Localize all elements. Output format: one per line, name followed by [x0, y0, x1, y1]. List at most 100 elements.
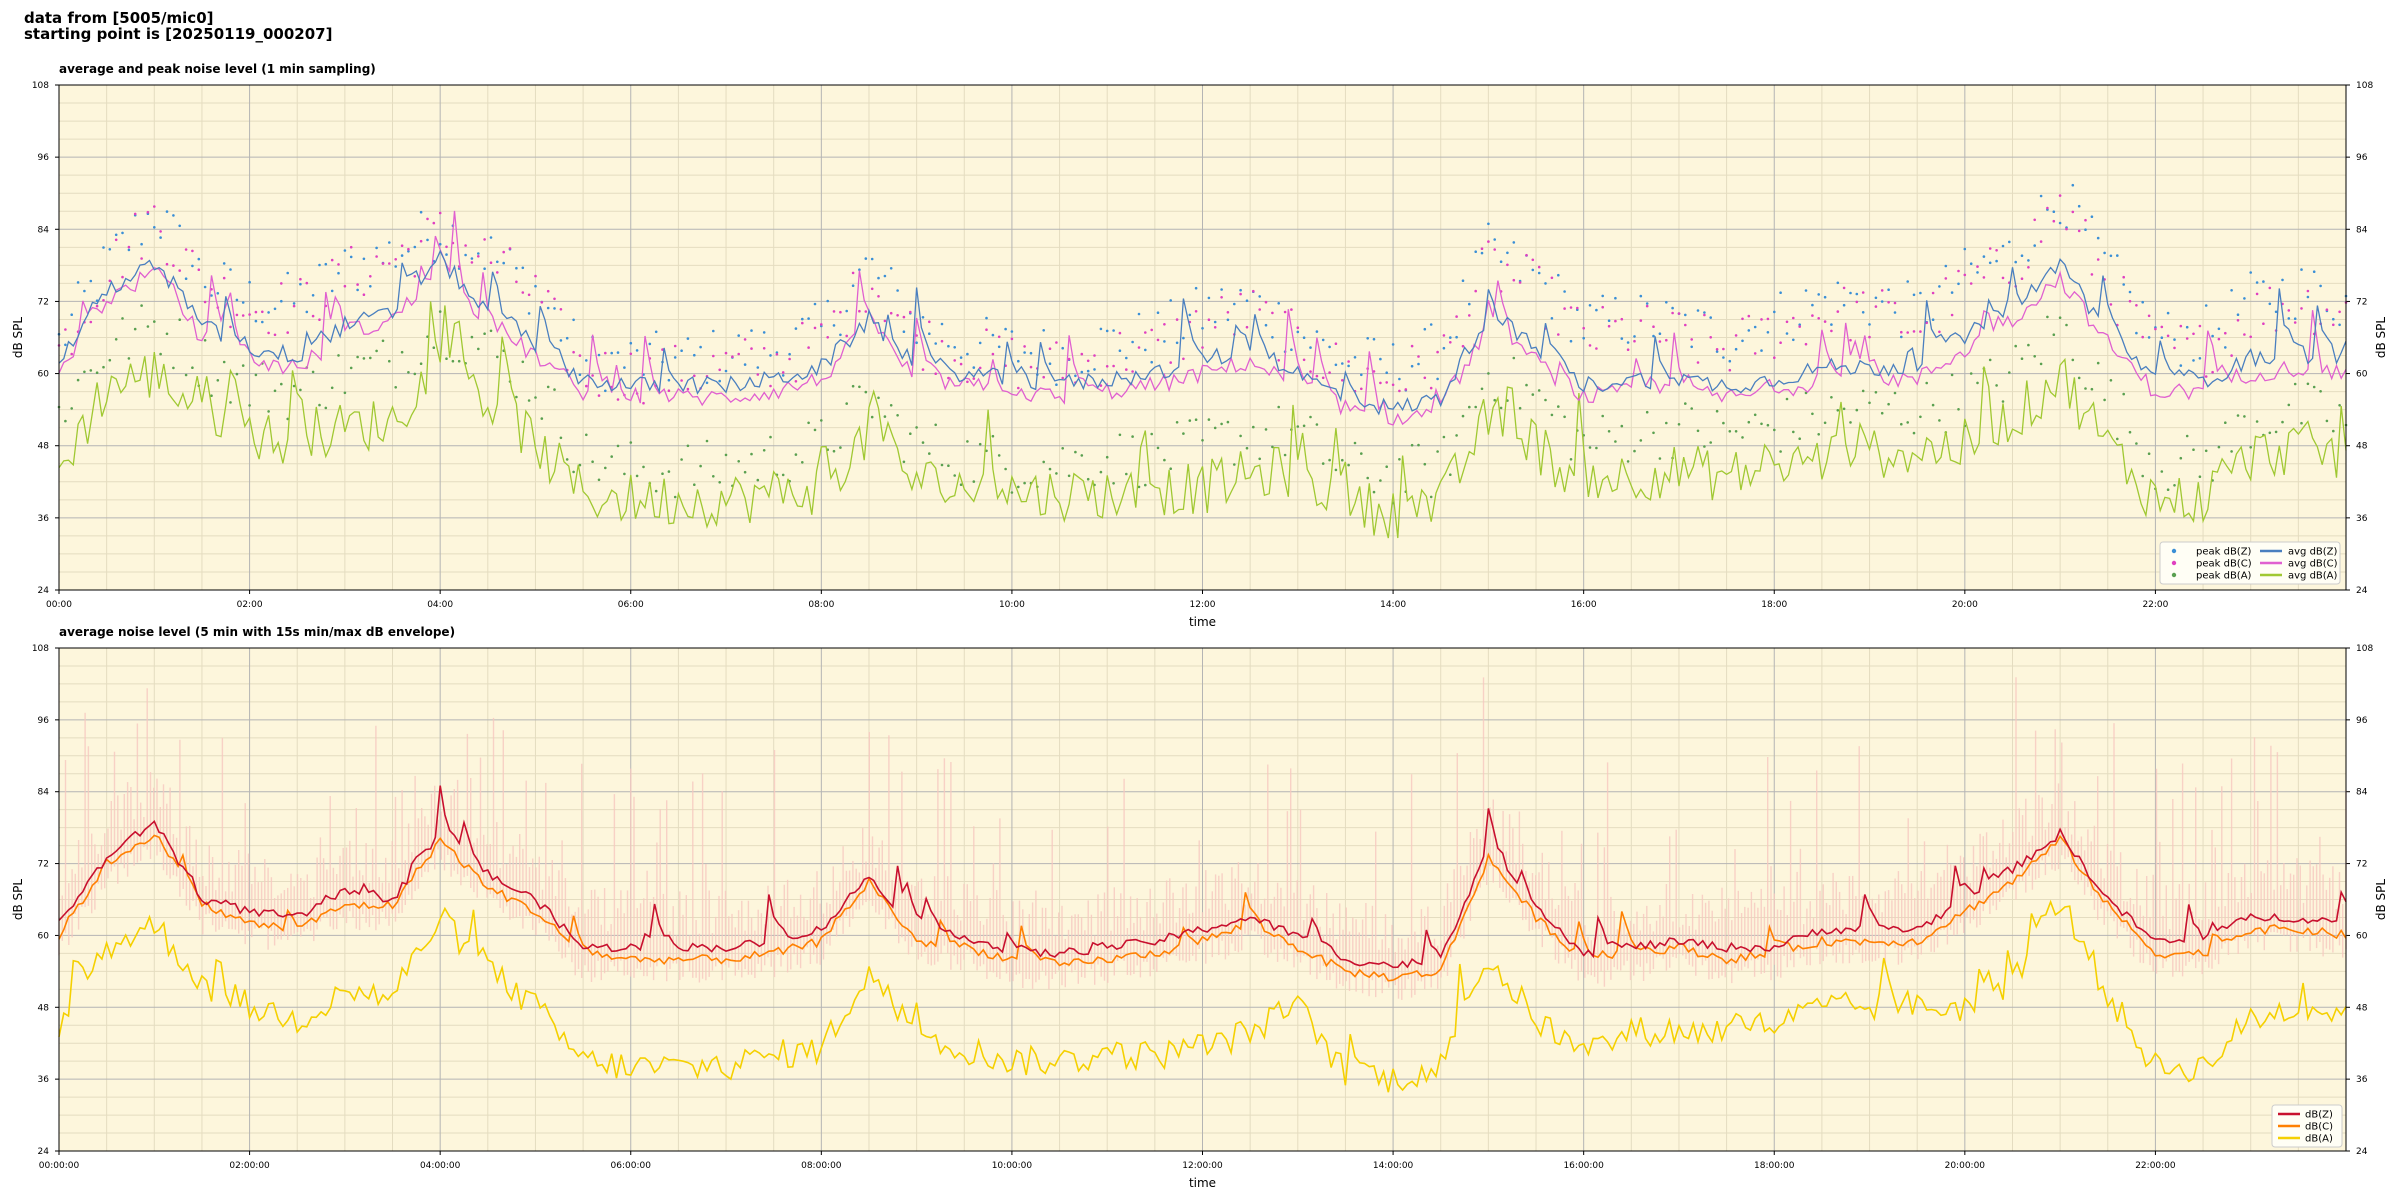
y-tick-label-right: 60	[2356, 370, 2368, 380]
peak-point	[2135, 442, 2138, 445]
peak-point	[1480, 387, 1484, 391]
peak-point	[70, 407, 73, 410]
peak-point	[362, 293, 366, 297]
peak-point	[1150, 432, 1153, 436]
peak-point	[877, 276, 880, 280]
peak-point	[1328, 458, 1331, 462]
peak-point	[299, 277, 302, 281]
peak-point	[2077, 229, 2081, 233]
peak-point	[324, 406, 328, 410]
peak-point	[2173, 338, 2176, 341]
peak-point	[286, 417, 290, 421]
peak-point	[388, 359, 391, 363]
x-tick-label: 02:00	[237, 600, 263, 610]
peak-point	[2109, 379, 2113, 382]
peak-point	[1239, 292, 1242, 296]
peak-point	[1442, 435, 1446, 439]
peak-point	[2135, 304, 2138, 307]
y-tick-label-right: 48	[2356, 442, 2368, 452]
peak-point	[375, 349, 378, 353]
peak-point	[1811, 314, 1814, 317]
peak-point	[2033, 355, 2036, 358]
peak-point	[839, 333, 842, 337]
peak-point	[1734, 334, 1738, 337]
y-tick-label-right: 108	[2356, 644, 2373, 654]
legend-label: peak dB(A)	[2196, 571, 2252, 582]
data-source-label: data from [5005/mic0]	[24, 9, 214, 27]
peak-point	[1131, 340, 1134, 344]
peak-point	[1906, 280, 1909, 283]
peak-point	[832, 310, 836, 313]
y-axis-label-right: dB SPL	[2374, 879, 2388, 921]
peak-point	[845, 334, 848, 338]
peak-point	[1836, 310, 1840, 313]
peak-point	[1131, 370, 1134, 373]
peak-point	[985, 316, 988, 320]
peak-point	[909, 432, 912, 436]
x-tick-label: 18:00	[1761, 600, 1787, 610]
peak-point	[229, 268, 232, 271]
peak-point	[1105, 329, 1109, 333]
peak-point	[2185, 434, 2189, 438]
peak-point	[515, 266, 518, 270]
peak-point	[2204, 449, 2208, 453]
peak-point	[1302, 424, 1306, 428]
peak-point	[489, 329, 493, 333]
peak-point	[2236, 313, 2240, 317]
peak-point	[813, 428, 817, 432]
peak-point	[1156, 446, 1160, 450]
peak-point	[1226, 311, 1230, 314]
peak-point	[1017, 359, 1020, 363]
peak-point	[1715, 409, 1719, 413]
peak-point	[1391, 343, 1395, 346]
peak-point	[1271, 445, 1274, 449]
peak-point	[438, 211, 442, 215]
peak-point	[286, 331, 290, 334]
peak-point	[1315, 330, 1319, 333]
x-tick-label: 10:00	[999, 600, 1025, 610]
peak-point	[2027, 343, 2030, 347]
peak-point	[546, 289, 550, 293]
peak-point	[1582, 326, 1585, 330]
peak-point	[966, 380, 969, 384]
peak-point	[1455, 434, 1458, 437]
peak-point	[1982, 276, 1986, 279]
peak-point	[127, 248, 131, 252]
peak-point	[1722, 356, 1725, 359]
peak-point	[1474, 250, 1477, 253]
peak-point	[889, 311, 893, 315]
y-axis-label-right: dB SPL	[2374, 317, 2388, 359]
peak-point	[1792, 338, 1795, 342]
peak-point	[864, 310, 868, 313]
peak-point	[419, 362, 423, 366]
peak-point	[356, 283, 359, 286]
peak-point	[229, 401, 232, 404]
peak-point	[1861, 311, 1865, 314]
peak-point	[292, 384, 296, 388]
peak-point	[222, 360, 226, 364]
peak-point	[966, 352, 969, 356]
peak-point	[1868, 323, 1871, 326]
peak-point	[1321, 338, 1325, 342]
peak-point	[591, 460, 594, 464]
legend: peak dB(Z)peak dB(C)peak dB(A)avg dB(Z)a…	[2159, 541, 2341, 585]
peak-point	[1557, 273, 1560, 277]
peak-point	[477, 252, 480, 255]
peak-point	[1239, 434, 1242, 438]
peak-point	[235, 372, 239, 376]
peak-point	[1773, 310, 1776, 314]
peak-point	[1449, 336, 1452, 339]
peak-point	[629, 352, 633, 356]
peak-point	[667, 378, 671, 382]
peak-point	[102, 246, 105, 249]
peak-point	[1614, 296, 1617, 300]
peak-point	[2325, 308, 2329, 312]
peak-point	[1201, 439, 1204, 442]
peak-point	[83, 370, 86, 374]
peak-point	[1963, 273, 1967, 277]
peak-point	[1080, 370, 1084, 374]
peak-point	[2020, 254, 2024, 257]
peak-point	[2179, 456, 2183, 460]
peak-point	[1855, 292, 1859, 296]
peak-point	[464, 253, 467, 257]
